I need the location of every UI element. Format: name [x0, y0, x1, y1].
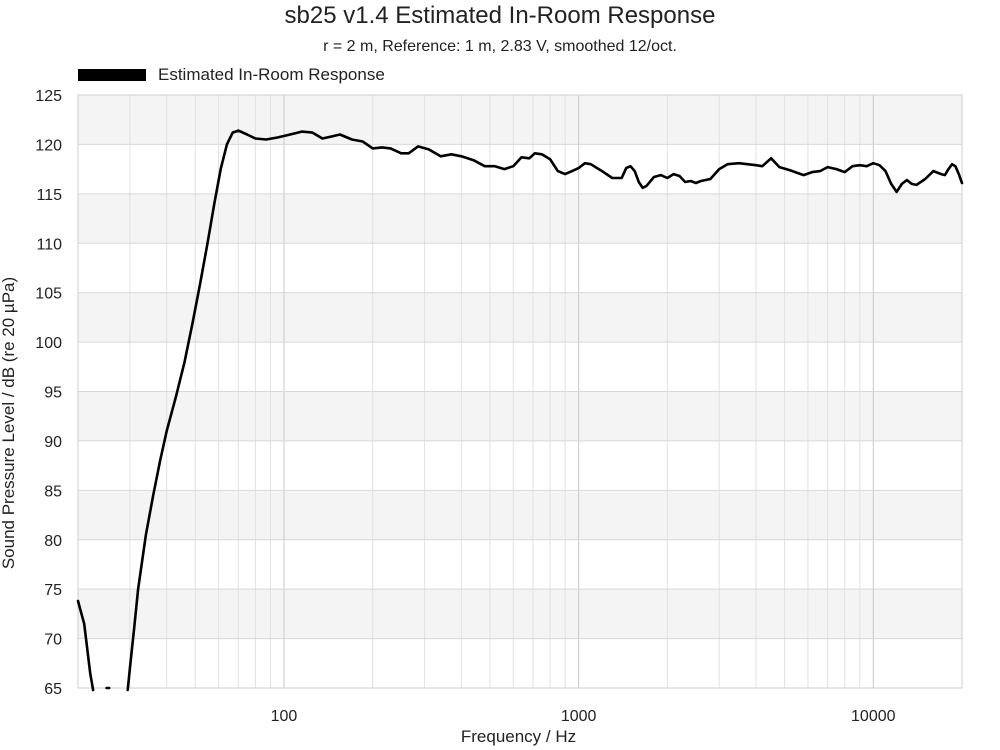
grid	[77, 94, 963, 689]
grid-band	[78, 589, 962, 639]
y-tick-label: 65	[44, 681, 62, 698]
series-line	[126, 129, 964, 692]
y-tick-label: 125	[35, 88, 62, 105]
x-tick-label: 1000	[561, 708, 597, 725]
chart-title: sb25 v1.4 Estimated In-Room Response	[284, 2, 716, 29]
x-tick-label: 100	[271, 708, 298, 725]
x-axis-label: Frequency / Hz	[460, 727, 577, 746]
chart-subtitle: r = 2 m, Reference: 1 m, 2.83 V, smoothe…	[323, 38, 677, 55]
x-tick-label: 10000	[851, 708, 896, 725]
y-tick-label: 95	[44, 385, 62, 402]
legend-label: Estimated In-Room Response	[158, 65, 385, 84]
y-tick-label: 120	[35, 137, 62, 154]
y-tick-label: 70	[44, 632, 62, 649]
y-axis-label: Sound Pressure Level / dB (re 20 µPa)	[0, 276, 18, 570]
grid-band	[78, 292, 962, 343]
y-tick-label: 80	[44, 533, 62, 550]
series-lines	[76, 129, 964, 692]
y-tick-label: 90	[44, 434, 62, 451]
grid-band	[78, 193, 962, 244]
y-tick-label: 85	[44, 483, 62, 500]
y-tick-label: 100	[35, 335, 62, 352]
y-tick-label: 105	[35, 286, 62, 303]
grid-band	[78, 391, 962, 441]
series-line	[76, 599, 95, 692]
y-tick-label: 110	[36, 236, 62, 253]
plot-frame	[77, 94, 963, 689]
legend-swatch	[78, 69, 146, 81]
tick-labels: 65 70 75 80 85 90 95 100 105 110 115 120 125 100 1000 1…	[35, 88, 895, 725]
grid-band	[78, 490, 962, 540]
y-tick-label: 75	[44, 582, 62, 599]
legend: Estimated In-Room Response	[78, 64, 385, 86]
y-tick-label: 115	[36, 187, 62, 204]
grid-band	[78, 95, 962, 145]
